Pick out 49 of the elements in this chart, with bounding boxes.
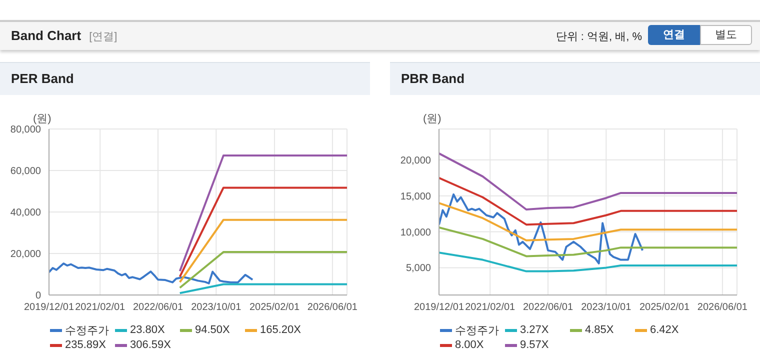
y-tick-label: 20,000	[400, 155, 432, 166]
text: 별도	[700, 25, 752, 45]
line-series	[439, 202, 737, 242]
y-tick-label: 15,000	[400, 191, 432, 202]
legend-label: 수정주가	[455, 324, 499, 338]
x-tick-label: 2019/12/01	[24, 302, 74, 314]
line-series	[439, 226, 737, 258]
legend-label: 23.80X	[130, 324, 165, 336]
text: Band Chart	[11, 28, 82, 43]
legend-label: 4.85X	[585, 324, 614, 336]
y-tick-label: 80,000	[10, 124, 42, 136]
y-tick-label: 5,000	[406, 263, 432, 274]
chart-title: PBR Band	[401, 71, 465, 86]
legend-label: 165.20X	[260, 324, 301, 336]
x-tick-label: 2026/06/01	[307, 302, 358, 314]
x-tick-label: 2023/10/01	[581, 302, 632, 314]
legend-label: 306.59X	[130, 339, 171, 351]
text: [연결]	[89, 30, 118, 44]
text: 연결	[648, 25, 700, 45]
legend-label: 3.27X	[520, 324, 549, 336]
chart-title: PER Band	[11, 71, 74, 86]
legend-label: 94.50X	[195, 324, 230, 336]
x-tick-label: 2022/06/01	[132, 302, 184, 314]
y-tick-label: 20,000	[10, 249, 42, 260]
line-series	[49, 262, 254, 284]
x-tick-label: 2021/02/01	[465, 302, 516, 314]
x-tick-label: 2023/10/01	[191, 302, 242, 314]
legend-label: 6.42X	[650, 324, 679, 336]
y-tick-label: 10,000	[400, 227, 432, 238]
line-series	[439, 176, 737, 226]
x-tick-label: 2022/06/01	[522, 302, 574, 314]
y-tick-label: 40,000	[10, 208, 42, 219]
x-tick-label: 2021/02/01	[75, 302, 126, 314]
line-series	[439, 152, 737, 210]
x-tick-label: 2026/06/01	[697, 302, 748, 314]
legend-label: 9.57X	[520, 339, 549, 351]
line-series	[439, 193, 644, 264]
legend-label: 수정주가	[65, 324, 109, 338]
x-tick-label: 2019/12/01	[414, 302, 464, 314]
legend-label: 8.00X	[455, 339, 484, 351]
x-tick-label: 2025/02/01	[250, 302, 300, 314]
y-axis-title: (원)	[423, 112, 442, 126]
y-tick-label: 60,000	[10, 166, 42, 178]
text: 단위 : 억원, 배, %	[556, 30, 642, 44]
legend-label: 235.89X	[65, 339, 106, 351]
x-tick-label: 2025/02/01	[640, 302, 690, 314]
y-axis-title: (원)	[33, 112, 52, 126]
y-tick-label: 0	[35, 290, 42, 302]
line-series	[439, 252, 737, 272]
